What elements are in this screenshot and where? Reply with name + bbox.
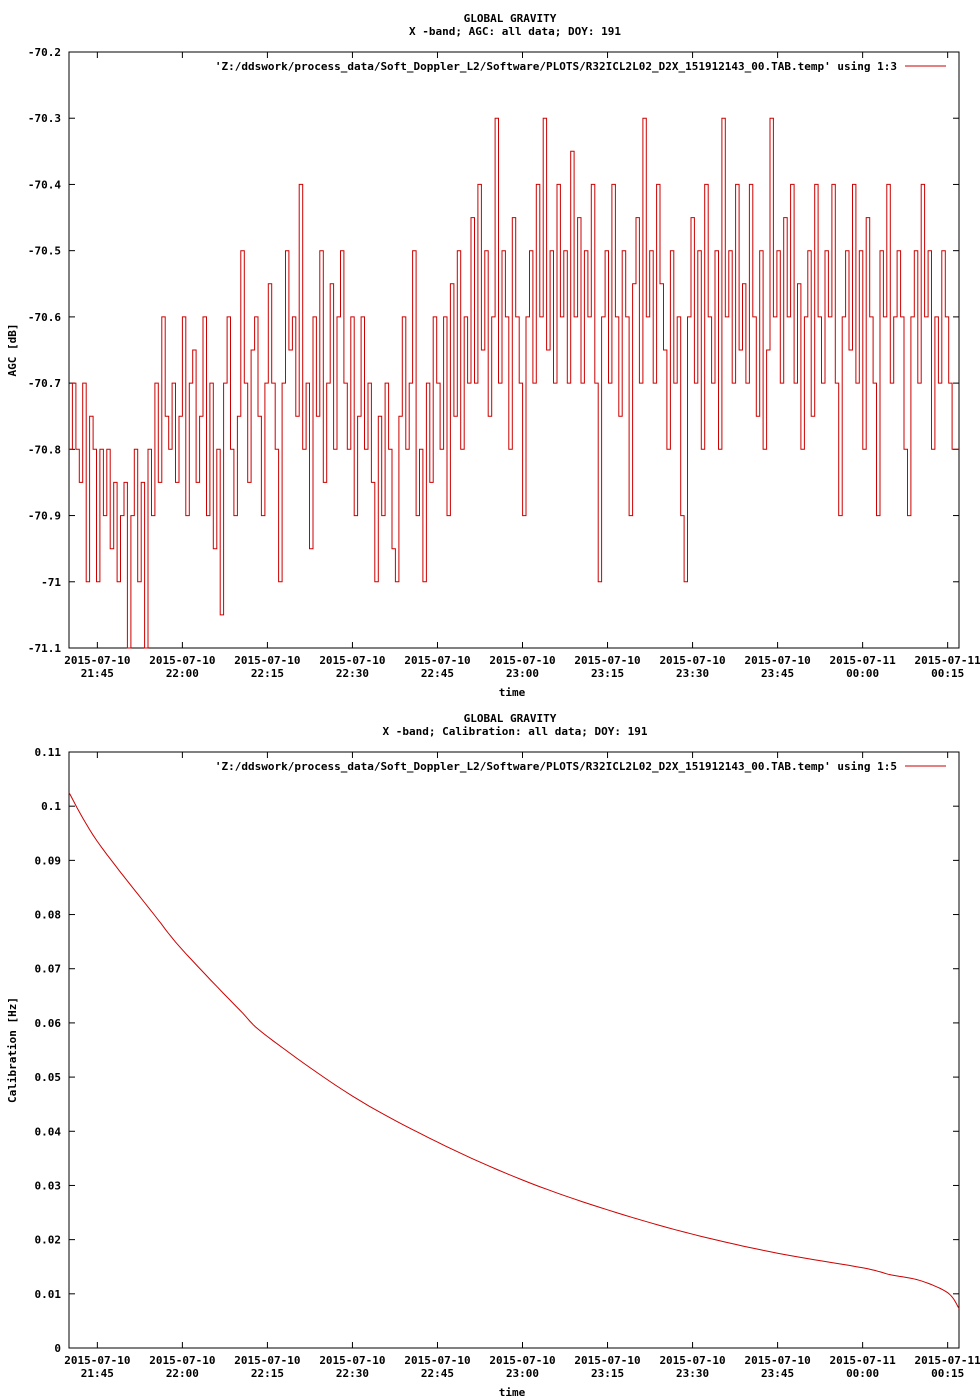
x-tick-label-date: 2015-07-10	[659, 1354, 725, 1367]
x-tick-label-time: 22:00	[166, 1367, 199, 1380]
legend-label: 'Z:/ddswork/process_data/Soft_Doppler_L2…	[215, 60, 897, 73]
x-tick-label-time: 00:00	[846, 1367, 879, 1380]
x-tick-label-time: 22:30	[336, 1367, 369, 1380]
x-tick-label-time: 23:30	[676, 667, 709, 680]
x-tick-label-time: 22:45	[421, 667, 454, 680]
x-tick-label-time: 23:00	[506, 1367, 539, 1380]
y-tick-label: -70.8	[28, 443, 61, 456]
chart-title: GLOBAL GRAVITY	[464, 12, 557, 25]
y-tick-label: 0.01	[35, 1288, 62, 1301]
y-tick-label: 0.1	[41, 800, 61, 813]
x-tick-label-time: 22:45	[421, 1367, 454, 1380]
y-tick-label: 0.08	[35, 909, 62, 922]
x-tick-label-date: 2015-07-10	[659, 654, 725, 667]
y-tick-label: -70.9	[28, 510, 61, 523]
x-tick-label-date: 2015-07-10	[319, 654, 385, 667]
x-tick-label-date: 2015-07-10	[149, 654, 215, 667]
x-tick-label-time: 22:15	[251, 1367, 284, 1380]
x-tick-label-date: 2015-07-10	[64, 1354, 130, 1367]
x-tick-label-time: 00:15	[931, 1367, 964, 1380]
y-tick-label: -71.1	[28, 642, 61, 655]
x-tick-label-date: 2015-07-10	[489, 654, 555, 667]
y-axis-label: Calibration [Hz]	[6, 997, 19, 1103]
y-tick-label: -71	[41, 576, 61, 589]
x-tick-label-time: 21:45	[81, 1367, 114, 1380]
series-line-1	[68, 792, 960, 1309]
x-tick-label-date: 2015-07-10	[404, 654, 470, 667]
chart-subtitle: X -band; Calibration: all data; DOY: 191	[383, 725, 648, 738]
y-tick-label: 0.07	[35, 963, 62, 976]
x-tick-label-time: 23:45	[761, 667, 794, 680]
y-tick-label: -70.2	[28, 46, 61, 59]
y-tick-label: 0.05	[35, 1071, 62, 1084]
y-tick-label: -70.3	[28, 112, 61, 125]
x-tick-label-time: 23:00	[506, 667, 539, 680]
x-tick-label-date: 2015-07-10	[744, 1354, 810, 1367]
y-tick-label: -70.6	[28, 311, 61, 324]
x-axis-label: time	[499, 1386, 526, 1399]
y-tick-label: 0.09	[35, 854, 62, 867]
x-tick-label-time: 22:15	[251, 667, 284, 680]
y-tick-label: 0.06	[35, 1017, 62, 1030]
y-tick-label: 0.03	[35, 1179, 62, 1192]
x-tick-label-date: 2015-07-10	[319, 1354, 385, 1367]
y-tick-label: -70.5	[28, 245, 61, 258]
y-tick-label: -70.7	[28, 377, 61, 390]
x-tick-label-time: 23:30	[676, 1367, 709, 1380]
x-tick-label-date: 2015-07-10	[234, 654, 300, 667]
plot-frame	[68, 51, 960, 649]
x-tick-label-time: 21:45	[81, 667, 114, 680]
x-tick-label-time: 23:15	[591, 667, 624, 680]
chart-title: GLOBAL GRAVITY	[464, 712, 557, 725]
x-tick-label-date: 2015-07-10	[149, 1354, 215, 1367]
plot-frame	[68, 751, 960, 1349]
x-tick-label-date: 2015-07-10	[234, 1354, 300, 1367]
y-tick-label: 0.11	[35, 746, 62, 759]
x-tick-label-date: 2015-07-10	[404, 1354, 470, 1367]
x-tick-label-time: 23:15	[591, 1367, 624, 1380]
x-tick-label-time: 00:15	[931, 667, 964, 680]
x-axis-label: time	[499, 686, 526, 699]
x-tick-label-time: 00:00	[846, 667, 879, 680]
y-tick-label: -70.4	[28, 178, 61, 191]
legend-label: 'Z:/ddswork/process_data/Soft_Doppler_L2…	[215, 760, 897, 773]
x-tick-label-date: 2015-07-11	[915, 654, 980, 667]
x-tick-label-time: 22:00	[166, 667, 199, 680]
y-tick-label: 0.02	[35, 1234, 62, 1247]
x-tick-label-date: 2015-07-11	[830, 1354, 897, 1367]
chart-subtitle: X -band; AGC: all data; DOY: 191	[409, 25, 621, 38]
x-tick-label-time: 23:45	[761, 1367, 794, 1380]
x-tick-label-date: 2015-07-10	[574, 1354, 640, 1367]
x-tick-label-date: 2015-07-10	[744, 654, 810, 667]
x-tick-label-date: 2015-07-10	[489, 1354, 555, 1367]
y-axis-label: AGC [dB]	[6, 324, 19, 377]
series-line-1	[69, 117, 959, 649]
x-tick-label-date: 2015-07-11	[915, 1354, 980, 1367]
x-tick-label-date: 2015-07-10	[574, 654, 640, 667]
x-tick-label-date: 2015-07-10	[64, 654, 130, 667]
y-tick-label: 0.04	[35, 1125, 62, 1138]
x-tick-label-date: 2015-07-11	[830, 654, 897, 667]
y-tick-label: 0	[54, 1342, 61, 1355]
x-tick-label-time: 22:30	[336, 667, 369, 680]
